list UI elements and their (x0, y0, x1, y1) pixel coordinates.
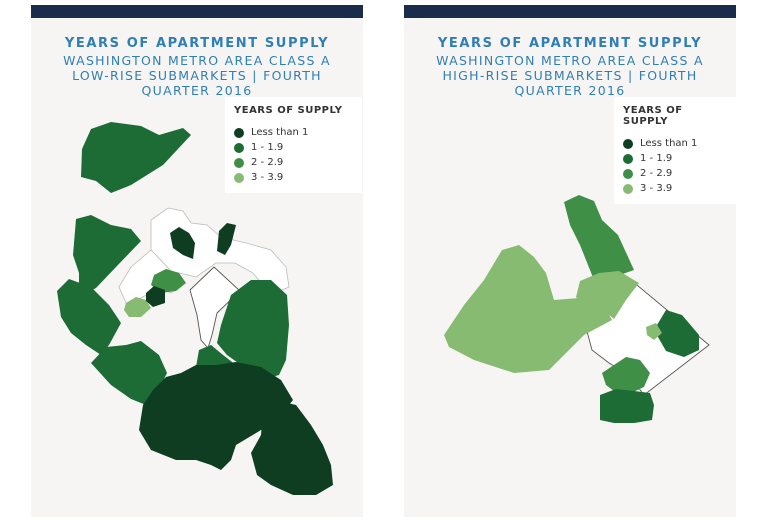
map-region-prince-georges-south (251, 401, 333, 495)
legend-label: Less than 1 (640, 138, 698, 149)
legend-item: 3 - 3.9 (623, 181, 727, 196)
panel-subtitle: WASHINGTON METRO AREA CLASS A HIGH-RISE … (436, 53, 704, 98)
legend-swatch-3-3-9 (623, 183, 633, 194)
legend-label: 1 - 1.9 (640, 153, 673, 164)
legend-item: Less than 1 (623, 136, 727, 151)
legend-item: 1 - 1.9 (234, 140, 352, 155)
map-region-prince-william (91, 341, 167, 405)
legend-swatch-less-than-1 (234, 127, 244, 138)
map-legend: YEARS OF SUPPLY Less than 1 1 - 1.9 2 - … (225, 97, 362, 193)
map-region-montgomery-east (217, 223, 236, 255)
legend-swatch-2-2-9 (623, 168, 633, 179)
panel-subtitle: WASHINGTON METRO AREA CLASS A LOW-RISE S… (63, 53, 331, 98)
legend-label: 2 - 2.9 (251, 157, 284, 168)
dc-outline (189, 266, 241, 349)
legend-label: Less than 1 (251, 127, 309, 138)
map-region-montgomery-north (564, 195, 634, 280)
map-region-arlington-south (602, 357, 650, 397)
map-region-fairfax-central (151, 269, 186, 293)
map-region-fairfax-west (57, 279, 121, 355)
map-region-arlington-north (146, 286, 165, 307)
high-rise-panel: YEARS OF APARTMENT SUPPLY WASHINGTON MET… (404, 5, 737, 517)
map-region-prince-georges-central (139, 362, 293, 470)
legend-swatch-1-1-9 (234, 142, 244, 153)
legend-swatch-1-1-9 (623, 153, 633, 164)
map-region-fairfax-west (444, 245, 612, 373)
legend-swatch-3-3-9 (234, 172, 244, 183)
legend-label: 3 - 3.9 (640, 183, 673, 194)
map-region-fairfax-inner (124, 297, 151, 317)
map-region-montgomery-south (576, 271, 639, 319)
panel-top-bar (31, 5, 363, 18)
map-region-alexandria (600, 389, 654, 423)
low-rise-map (57, 122, 333, 495)
low-rise-panel: YEARS OF APARTMENT SUPPLY WASHINGTON MET… (31, 5, 363, 517)
legend-item: Less than 1 (234, 125, 352, 140)
legend-item: 1 - 1.9 (623, 151, 727, 166)
map-region-dc-northwest (646, 323, 662, 340)
map-legend: YEARS OF SUPPLY Less than 1 1 - 1.9 2 - … (614, 97, 737, 204)
legend-item: 2 - 2.9 (623, 166, 727, 181)
legend-item: 2 - 2.9 (234, 155, 352, 170)
legend-swatch-2-2-9 (234, 157, 244, 168)
legend-item: 3 - 3.9 (234, 170, 352, 185)
map-region-prince-georges-north (217, 280, 289, 380)
legend-swatch-less-than-1 (623, 138, 633, 149)
map-region-montgomery-north (170, 227, 195, 259)
map-region-loudoun-north (81, 122, 191, 193)
legend-label: 2 - 2.9 (640, 168, 673, 179)
high-rise-map (444, 195, 710, 423)
map-region-loudoun-central (73, 215, 141, 297)
panel-title: YEARS OF APARTMENT SUPPLY (437, 36, 703, 51)
legend-title: YEARS OF SUPPLY (623, 105, 683, 127)
legend-label: 3 - 3.9 (251, 172, 284, 183)
legend-title: YEARS OF SUPPLY (234, 105, 343, 116)
legend-label: 1 - 1.9 (251, 142, 284, 153)
panel-title: YEARS OF APARTMENT SUPPLY (64, 36, 330, 51)
map-region-dc-northeast (654, 310, 699, 357)
panel-top-bar (404, 5, 736, 18)
